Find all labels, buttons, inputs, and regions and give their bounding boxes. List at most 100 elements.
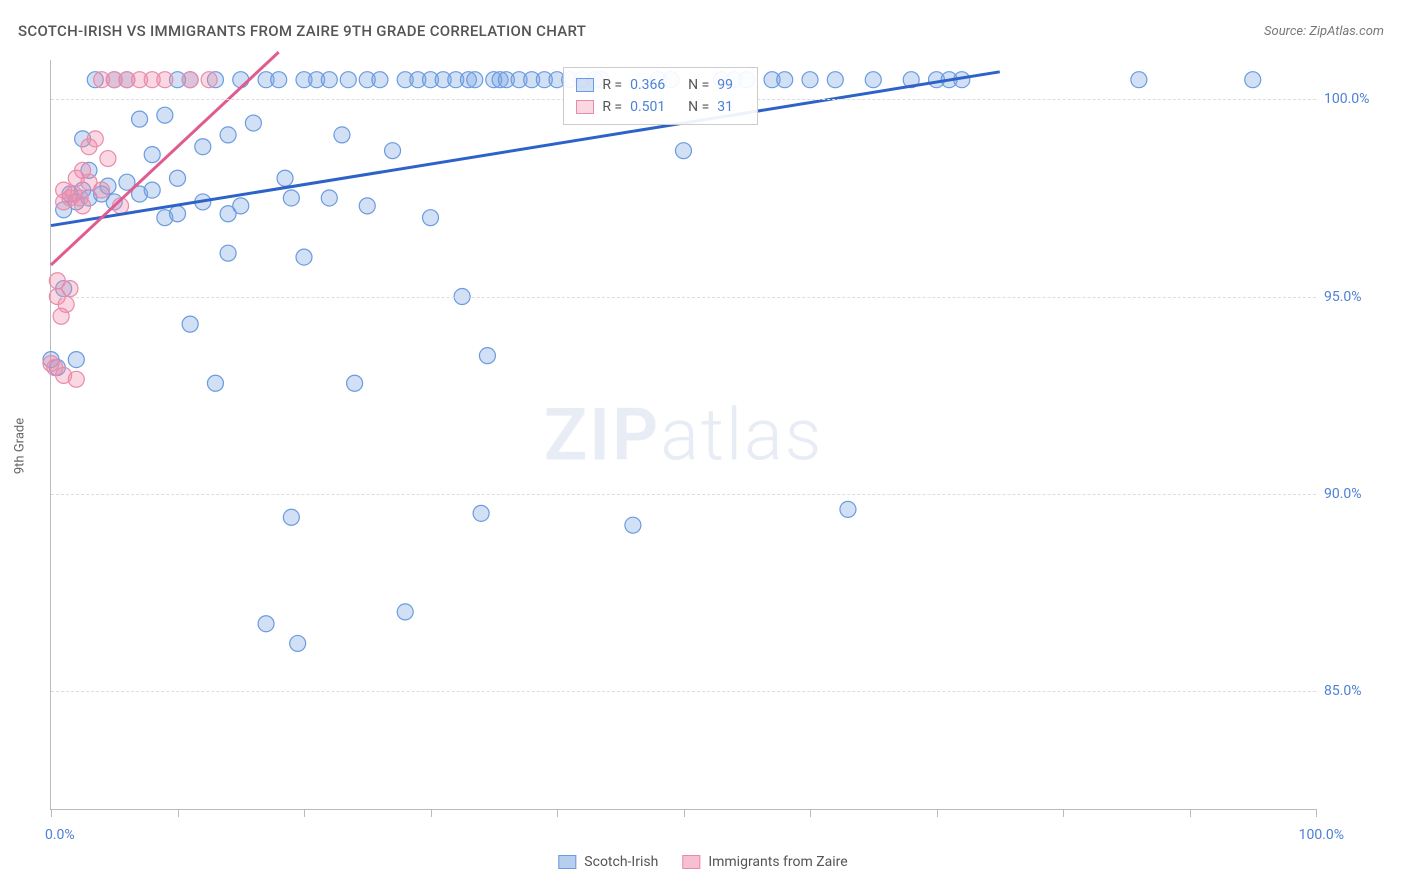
legend-label: Immigrants from Zaire [708, 854, 847, 870]
y-tick-label: 100.0% [1324, 91, 1394, 107]
scatter-point [340, 72, 356, 88]
scatter-point [865, 72, 881, 88]
stat-n-label: N = [688, 96, 709, 118]
stats-legend: R = 0.366 N = 99 R = 0.501 N = 31 [563, 67, 758, 125]
scatter-point [220, 245, 236, 261]
x-tick [937, 809, 938, 817]
scatter-point [58, 296, 74, 312]
scatter-point [201, 72, 217, 88]
legend-swatch [576, 78, 594, 92]
trend-line [51, 72, 1000, 226]
scatter-svg [51, 60, 1316, 809]
scatter-point [245, 115, 261, 131]
scatter-point [385, 143, 401, 159]
gridline [51, 494, 1316, 495]
stat-r-label: R = [602, 96, 622, 118]
legend-label: Scotch-Irish [584, 854, 658, 870]
x-tick [684, 809, 685, 817]
stat-n-label: N = [688, 74, 709, 96]
x-tick [557, 809, 558, 817]
scatter-point [233, 72, 249, 88]
stat-r-value: 0.501 [630, 96, 680, 118]
stat-n-value: 31 [717, 96, 745, 118]
source-attribution: Source: ZipAtlas.com [1264, 24, 1384, 39]
x-tick [1190, 809, 1191, 817]
scatter-point [290, 635, 306, 651]
stat-r-label: R = [602, 74, 622, 96]
scatter-point [802, 72, 818, 88]
x-tick [431, 809, 432, 817]
scatter-point [207, 375, 223, 391]
scatter-point [479, 348, 495, 364]
plot-area: ZIPatlas 85.0%90.0%95.0%100.0% 0.0% 100.… [50, 60, 1316, 810]
y-axis-title: 9th Grade [13, 418, 28, 474]
scatter-point [777, 72, 793, 88]
x-tick [178, 809, 179, 817]
scatter-point [100, 151, 116, 167]
x-tick [1063, 809, 1064, 817]
gridline [51, 691, 1316, 692]
scatter-point [170, 206, 186, 222]
scatter-point [283, 190, 299, 206]
scatter-point [676, 143, 692, 159]
scatter-point [397, 604, 413, 620]
scatter-point [271, 72, 287, 88]
scatter-point [1131, 72, 1147, 88]
scatter-point [182, 316, 198, 332]
chart-title: SCOTCH-IRISH VS IMMIGRANTS FROM ZAIRE 9T… [18, 22, 586, 40]
scatter-point [144, 182, 160, 198]
series-legend: Scotch-Irish Immigrants from Zaire [558, 854, 847, 870]
y-tick-label: 85.0% [1324, 683, 1394, 699]
scatter-point [87, 131, 103, 147]
stats-row: R = 0.501 N = 31 [576, 96, 745, 118]
scatter-point [283, 509, 299, 525]
stat-n-value: 99 [717, 74, 745, 96]
scatter-point [625, 517, 641, 533]
scatter-point [75, 198, 91, 214]
legend-item: Immigrants from Zaire [682, 854, 847, 870]
scatter-point [220, 127, 236, 143]
scatter-point [62, 281, 78, 297]
scatter-point [423, 210, 439, 226]
legend-swatch [682, 855, 700, 869]
scatter-point [233, 198, 249, 214]
scatter-point [467, 72, 483, 88]
scatter-point [334, 127, 350, 143]
scatter-point [94, 182, 110, 198]
scatter-point [1245, 72, 1261, 88]
scatter-point [258, 616, 274, 632]
scatter-point [321, 190, 337, 206]
x-axis-max-label: 100.0% [1299, 827, 1344, 843]
scatter-point [372, 72, 388, 88]
scatter-point [840, 501, 856, 517]
scatter-point [132, 111, 148, 127]
x-tick [51, 809, 52, 817]
y-tick-label: 95.0% [1324, 289, 1394, 305]
x-tick [304, 809, 305, 817]
scatter-point [827, 72, 843, 88]
scatter-point [321, 72, 337, 88]
scatter-point [277, 170, 293, 186]
x-tick [1316, 809, 1317, 817]
stats-row: R = 0.366 N = 99 [576, 74, 745, 96]
scatter-point [473, 505, 489, 521]
scatter-point [144, 147, 160, 163]
scatter-point [347, 375, 363, 391]
scatter-point [182, 72, 198, 88]
scatter-point [359, 198, 375, 214]
gridline [51, 297, 1316, 298]
x-axis-min-label: 0.0% [45, 827, 75, 843]
scatter-point [157, 72, 173, 88]
scatter-point [157, 107, 173, 123]
scatter-point [170, 170, 186, 186]
stat-r-value: 0.366 [630, 74, 680, 96]
legend-swatch [558, 855, 576, 869]
y-tick-label: 90.0% [1324, 486, 1394, 502]
legend-item: Scotch-Irish [558, 854, 658, 870]
x-tick [810, 809, 811, 817]
scatter-point [68, 352, 84, 368]
legend-swatch [576, 100, 594, 114]
scatter-point [296, 249, 312, 265]
scatter-point [195, 139, 211, 155]
scatter-point [68, 371, 84, 387]
